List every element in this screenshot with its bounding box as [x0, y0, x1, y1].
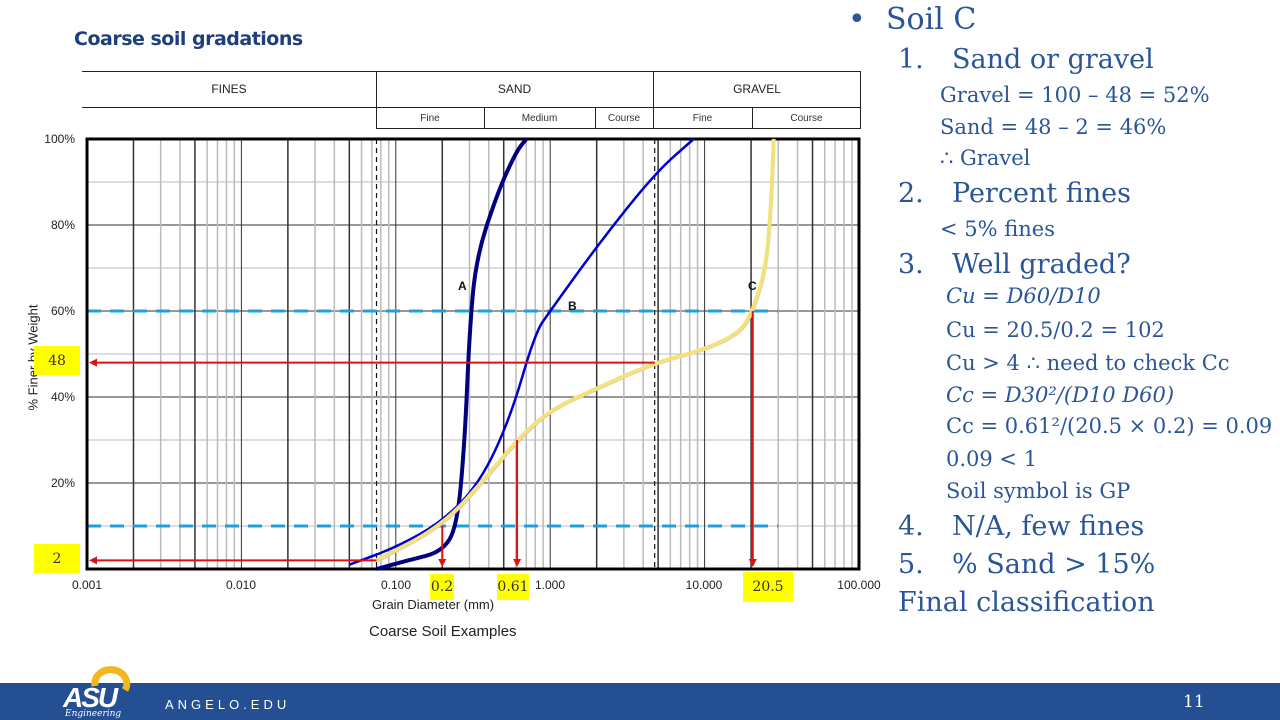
x-tick-0.010: 0.010: [225, 578, 257, 592]
footer-url[interactable]: ANGELO.EDU: [165, 697, 291, 712]
y-tick-100: 100%: [44, 132, 75, 146]
sand-header: SAND: [497, 82, 532, 96]
page-number: 11: [1183, 692, 1205, 712]
x-tick-0.100: 0.100: [380, 578, 412, 592]
step-5-number: 5.: [898, 549, 924, 580]
cc-formula: Cc = D30²/(D10 D60): [946, 383, 1175, 407]
cu-formula: Cu = D60/D10: [946, 284, 1101, 308]
step-4-text: N/A, few fines: [952, 511, 1145, 542]
annotation-d60: 20.5: [743, 572, 793, 602]
curve-label-a: A: [458, 279, 467, 293]
curve-label-c: C: [748, 279, 757, 293]
gravel-conclusion: ∴ Gravel: [940, 146, 1031, 170]
annotation-48: 48: [34, 346, 80, 375]
sand-fine-header: Fine: [420, 113, 440, 124]
step-2-title: Percent fines: [952, 178, 1131, 209]
chart-caption: Coarse Soil Examples: [369, 623, 517, 640]
x-tick-100.000: 100.000: [837, 578, 881, 592]
step-5-text: % Sand > 15%: [952, 549, 1156, 580]
slide-title: Coarse soil gradations: [74, 28, 303, 50]
curve-label-b: B: [568, 299, 577, 313]
step-4-number: 4.: [898, 511, 924, 542]
x-tick-10.000: 10.000: [685, 578, 723, 592]
gradation-chart: [85, 137, 861, 571]
sand-calc: Sand = 48 – 2 = 46%: [940, 115, 1167, 139]
x-tick-1.000: 1.000: [534, 578, 566, 592]
cc-calc: Cc = 0.61²/(20.5 × 0.2) = 0.09: [946, 414, 1273, 438]
gravel-calc: Gravel = 100 – 48 = 52%: [940, 83, 1210, 107]
fines-header: FINES: [211, 82, 247, 96]
cc-compare: 0.09 < 1: [946, 447, 1038, 471]
y-tick-20: 20%: [50, 476, 75, 490]
step-2-number: 2.: [898, 178, 924, 209]
soil-classification-table: FINES SAND GRAVEL Fine Medium Course Fin…: [82, 71, 861, 129]
x-tick-0.001: 0.001: [71, 578, 103, 592]
y-tick-80: 80%: [50, 218, 75, 232]
annotation-d10: 0.2: [430, 574, 454, 600]
footer-bar: ANGELO.EDU 11: [0, 683, 1280, 720]
gravel-header: GRAVEL: [733, 82, 781, 96]
soil-symbol: Soil symbol is GP: [946, 479, 1131, 503]
annotation-d30: 0.61: [497, 574, 529, 600]
step-3-number: 3.: [898, 249, 924, 280]
notes-heading: Soil C: [886, 2, 977, 37]
gravel-coarse-header: Course: [790, 113, 823, 124]
final-classification: Final classification: [898, 587, 1155, 618]
cu-calc: Cu = 20.5/0.2 = 102: [946, 318, 1165, 342]
fines-result: < 5% fines: [940, 217, 1055, 241]
step-3-title: Well graded?: [952, 249, 1131, 280]
step-1-title: Sand or gravel: [952, 44, 1154, 75]
x-axis-label: Grain Diameter (mm): [372, 597, 495, 612]
step-1-number: 1.: [898, 44, 924, 75]
y-tick-40: 40%: [50, 390, 75, 404]
bullet-marker: •: [848, 2, 866, 37]
gravel-fine-header: Fine: [692, 113, 713, 124]
asu-engineering-logo: ASU Engineering: [55, 664, 135, 720]
sand-medium-header: Medium: [521, 113, 558, 124]
cu-check: Cu > 4 ∴ need to check Cc: [946, 351, 1230, 375]
y-tick-60: 60%: [50, 304, 75, 318]
annotation-2: 2: [34, 544, 80, 573]
logo-subtitle: Engineering: [65, 709, 122, 719]
logo-text: ASU: [63, 682, 118, 713]
sand-coarse-header: Course: [607, 113, 641, 124]
